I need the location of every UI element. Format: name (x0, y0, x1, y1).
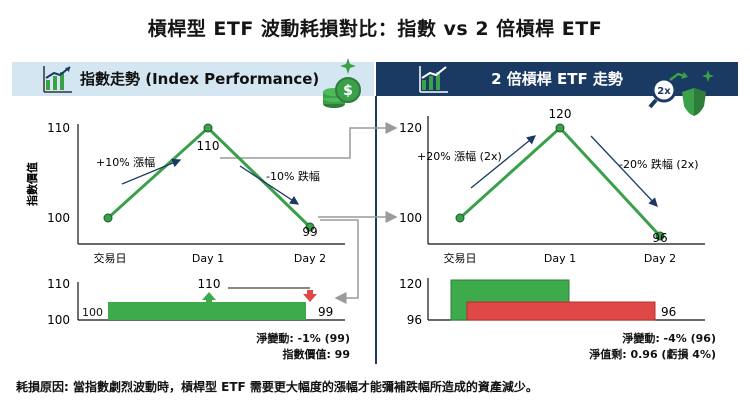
data-label-day1: 120 (549, 107, 572, 121)
data-point (655, 231, 665, 241)
fall-annotation: -10% 跌幅 (266, 169, 320, 183)
y-tick-label: 110 (47, 121, 70, 135)
net-change-text: 淨變動: -1% (99) (256, 332, 350, 345)
bar-axis-label: 110 (47, 277, 70, 291)
data-label-day2: 96 (652, 231, 667, 245)
bar-peak-label: 110 (198, 277, 221, 291)
x-tick-label: Day 2 (644, 252, 676, 265)
sparkle-icon (340, 58, 356, 74)
data-point (203, 123, 213, 133)
bar-axis-label: 120 (399, 277, 422, 291)
y-tick-label: 100 (47, 211, 70, 225)
right-bar-chart: 120 96 96 (399, 277, 705, 327)
left-line-chart: 110 100 指數價值 交易日 Day 1 Day 2 +10% 漲幅 -10… (25, 121, 345, 265)
y-tick-label: 120 (399, 121, 422, 135)
loss-bar (466, 301, 656, 321)
left-panel-title: 指數走勢 (Index Performance) (80, 70, 320, 88)
rise-arrow (121, 158, 182, 185)
y-tick-label: 100 (399, 211, 422, 225)
up-arrow-icon (202, 292, 216, 303)
data-point (455, 213, 465, 223)
sparkle-icon (702, 70, 714, 82)
fall-arrow (239, 165, 300, 205)
bar-axis-label: 100 (47, 313, 70, 327)
data-label-day1: 110 (197, 139, 220, 153)
x-tick-label: Day 1 (544, 252, 576, 265)
right-line-chart: 120 100 交易日 Day 1 Day 2 +20% 漲幅 (2x) -20… (399, 107, 705, 265)
series-line (458, 125, 662, 238)
panel-divider (375, 96, 377, 364)
index-value-text: 指數價值: 99 (282, 348, 350, 361)
x-tick-label: Day 2 (294, 252, 326, 265)
down-arrow-icon (303, 290, 317, 302)
left-bar-chart: 110 100 100 110 99 (47, 277, 345, 327)
magnifier-arrow-icon: 2x (648, 72, 688, 109)
left-panel-header (12, 62, 374, 96)
rise-annotation: +20% 漲幅 (2x) (417, 150, 502, 163)
right-panel-title: 2 倍槓桿 ETF 走勢 (491, 70, 623, 88)
fall-annotation: -20% 跌幅 (2x) (619, 157, 699, 171)
coin-stack-icon: $ (323, 77, 361, 108)
fall-arrow (590, 135, 658, 207)
x-tick-label: Day 1 (192, 252, 224, 265)
bar-end-label: 96 (661, 305, 676, 319)
data-point (103, 213, 113, 223)
x-tick-label: 交易日 (94, 251, 127, 265)
footer-explanation: 耗損原因: 當指數劇烈波動時，槓桿型 ETF 需要更大幅度的漲幅才能彌補跌幅所造… (16, 380, 538, 394)
x-tick-label: 交易日 (444, 251, 477, 265)
bar-axis-label: 96 (407, 313, 422, 327)
nav-remaining-text: 淨值剩: 0.96 (虧損 4%) (589, 348, 716, 361)
bar-end-label: 99 (318, 305, 333, 319)
data-point (305, 222, 315, 232)
rise-annotation: +10% 漲幅 (96, 156, 155, 169)
y-axis-label: 指數價值 (25, 162, 39, 206)
main-title: 槓桿型 ETF 波動耗損對比：指數 vs 2 倍槓桿 ETF (147, 18, 603, 40)
shield-icon (682, 88, 706, 116)
net-change-text: 淨變動: -4% (96) (622, 332, 716, 345)
index-bar (108, 302, 306, 320)
svg-text:$: $ (343, 83, 353, 99)
data-label-day2: 99 (302, 225, 317, 239)
rise-arrow (470, 135, 537, 189)
leverage-badge: 2x (657, 86, 671, 97)
growth-chart-icon (43, 66, 72, 93)
data-point (555, 123, 565, 133)
growth-chart-icon (419, 66, 448, 93)
bar-start-label: 100 (82, 306, 103, 319)
